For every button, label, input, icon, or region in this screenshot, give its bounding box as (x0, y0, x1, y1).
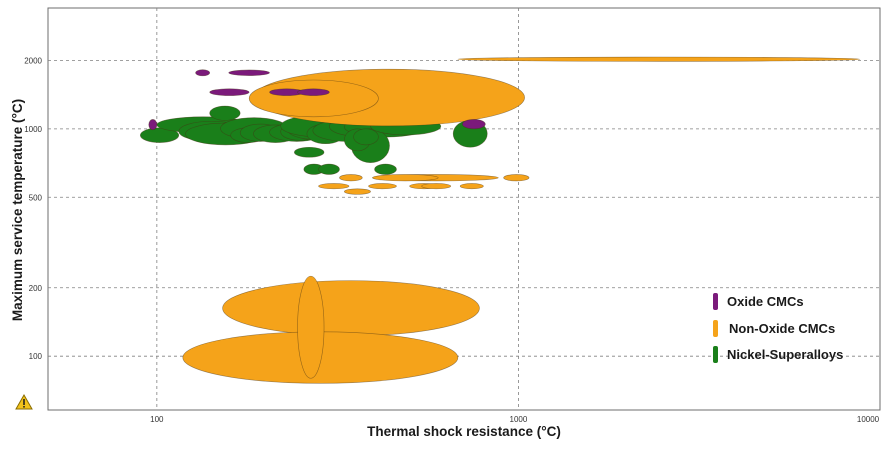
non-oxide-cmcs-ellipse[interactable] (318, 183, 350, 190)
x-axis-title: Thermal shock resistance (°C) (367, 424, 561, 439)
oxide-cmcs-ellipse[interactable] (209, 88, 250, 96)
nickel-superalloys-ellipse[interactable] (318, 163, 340, 175)
non-oxide-cmcs-ellipse[interactable] (372, 174, 439, 182)
y-tick-label: 500 (29, 193, 43, 202)
nickel-superalloys-ellipse[interactable] (374, 163, 397, 175)
non-oxide-cmcs-ellipse[interactable] (344, 188, 371, 195)
x-tick-label: 100 (150, 415, 164, 424)
oxide-cmcs-ellipse[interactable] (195, 69, 210, 77)
nickel-superalloys-ellipse[interactable] (209, 105, 241, 121)
oxide-cmcs-ellipse[interactable] (297, 88, 330, 96)
legend-swatch-oxide (713, 293, 718, 310)
non-oxide-cmcs-ellipse[interactable] (339, 174, 363, 182)
series-nickel-superalloys (140, 105, 488, 175)
legend-swatch-nonoxide (713, 320, 718, 337)
non-oxide-cmcs-ellipse[interactable] (421, 183, 452, 190)
warning-triangle-icon[interactable] (15, 393, 33, 410)
nickel-superalloys-ellipse[interactable] (353, 128, 379, 146)
legend-label-oxide: Oxide CMCs (727, 294, 804, 309)
y-tick-label: 100 (29, 352, 43, 361)
legend-swatch-nickel (713, 346, 718, 363)
legend-label-nonoxide: Non-Oxide CMCs (729, 321, 835, 336)
non-oxide-cmcs-ellipse[interactable] (368, 183, 397, 190)
legend-label-nickel: Nickel-Superalloys (727, 347, 843, 362)
series-oxide-cmcs (148, 69, 486, 131)
x-tick-label: 10000 (857, 415, 880, 424)
oxide-cmcs-ellipse[interactable] (228, 69, 270, 76)
y-axis-title: Maximum service temperature (°C) (10, 99, 25, 321)
series-layer (140, 56, 861, 384)
oxide-cmcs-ellipse[interactable] (462, 119, 486, 130)
y-tick-label: 200 (29, 284, 43, 293)
oxide-cmcs-ellipse[interactable] (148, 119, 158, 131)
y-tick-label: 2000 (24, 56, 42, 65)
x-tick-label: 1000 (510, 415, 528, 424)
non-oxide-cmcs-ellipse[interactable] (459, 183, 484, 190)
non-oxide-cmcs-ellipse[interactable] (503, 174, 530, 182)
tick-layer: 100 1000 10000 100 200 500 1000 2000 (24, 56, 879, 424)
legend: Oxide CMCs Non-Oxide CMCs Nickel-Superal… (713, 293, 843, 363)
non-oxide-cmcs-ellipse[interactable] (297, 275, 325, 379)
nickel-superalloys-ellipse[interactable] (294, 146, 325, 158)
non-oxide-cmcs-ellipse[interactable] (457, 56, 861, 62)
non-oxide-cmcs-ellipse[interactable] (222, 280, 480, 337)
y-tick-label: 1000 (24, 125, 42, 134)
non-oxide-cmcs-ellipse[interactable] (248, 79, 379, 118)
series-non-oxide-cmcs (182, 56, 861, 384)
